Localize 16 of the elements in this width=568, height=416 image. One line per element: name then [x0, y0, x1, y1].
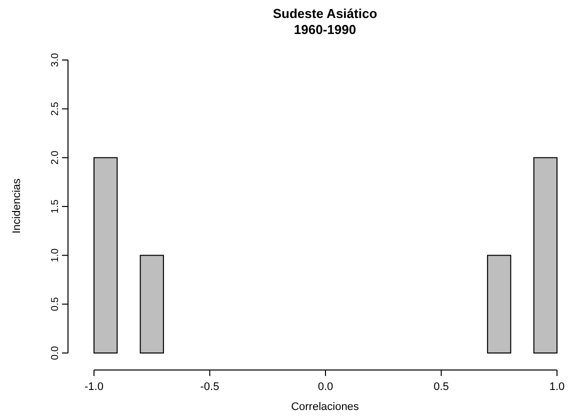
y-axis-title: Incidencias [11, 178, 23, 234]
x-tick-label: 0.5 [434, 381, 449, 393]
y-tick-label: 2.0 [50, 150, 61, 165]
y-tick-label: 2.5 [50, 101, 61, 116]
y-tick-label: 3.0 [50, 52, 61, 67]
x-axis-title: Correlaciones [291, 401, 360, 413]
y-tick-label: 1.5 [50, 199, 61, 214]
y-tick-label: 0.0 [50, 346, 61, 360]
x-tick-label: -1.0 [84, 381, 104, 393]
x-tick-label: 1.0 [549, 381, 565, 393]
x-tick-label: -0.5 [200, 381, 220, 393]
chart-subtitle: 1960-1990 [294, 22, 356, 37]
y-tick-label: 1.0 [50, 248, 61, 262]
y-tick-label: 0.5 [50, 296, 61, 312]
x-tick-label: 0.0 [318, 381, 334, 393]
chart-title: Sudeste Asiático [272, 6, 378, 21]
